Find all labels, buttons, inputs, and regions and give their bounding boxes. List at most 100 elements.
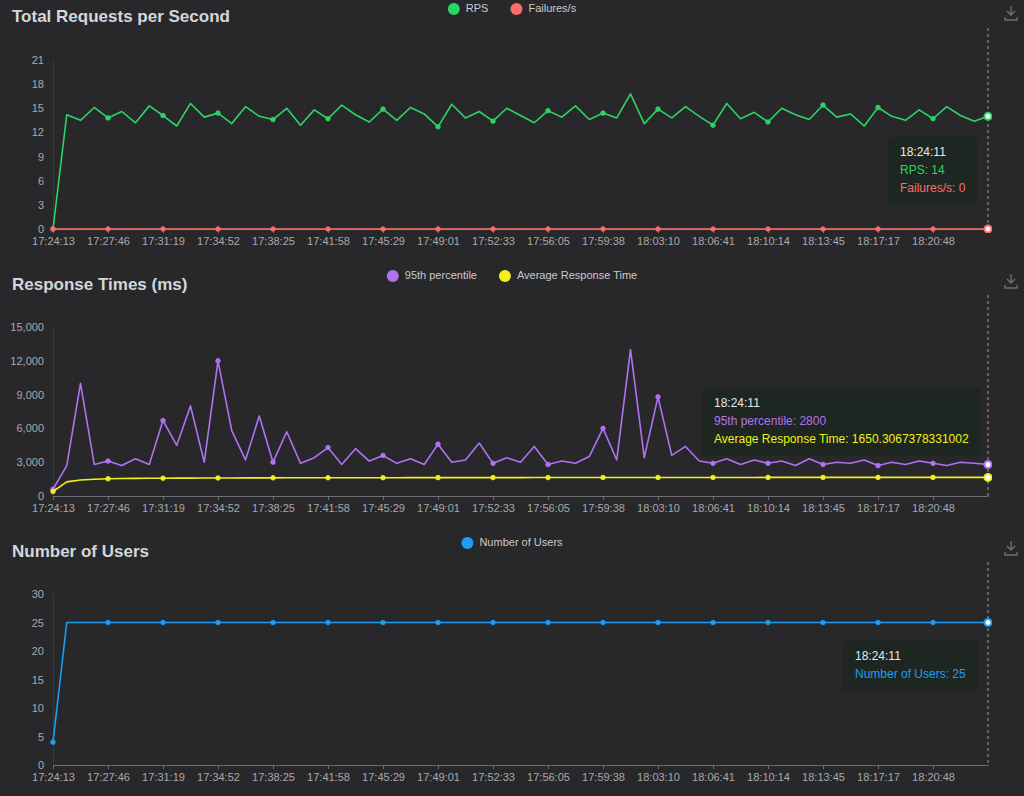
x-tick: 18:20:48 <box>912 229 955 247</box>
marker <box>766 461 771 466</box>
x-tick-mark <box>438 765 439 769</box>
x-tick: 17:59:38 <box>582 496 625 514</box>
x-tick-label: 17:52:33 <box>472 771 515 783</box>
chart-title: Total Requests per Second <box>12 7 230 26</box>
marker <box>216 111 221 116</box>
x-tick-mark <box>768 496 769 500</box>
x-tick: 17:49:01 <box>417 765 460 783</box>
x-axis-line <box>54 229 989 230</box>
x-tick-label: 18:10:14 <box>747 771 790 783</box>
marker <box>711 475 716 480</box>
x-tick: 17:41:58 <box>307 229 350 247</box>
x-tick-label: 17:49:01 <box>417 235 460 247</box>
x-tick-label: 17:31:19 <box>142 502 185 514</box>
x-tick-label: 17:45:29 <box>362 771 405 783</box>
legend-swatch <box>461 537 473 549</box>
chart-panel: Response Times (ms)03,0006,0009,00012,00… <box>10 269 1017 514</box>
download-icon[interactable] <box>1005 274 1017 288</box>
y-tick-label: 3 <box>38 199 44 211</box>
marker <box>51 227 56 232</box>
legend-item[interactable]: Number of Users <box>461 536 563 549</box>
marker <box>216 620 221 625</box>
marker <box>161 418 166 423</box>
highlight-marker <box>985 619 992 626</box>
chart-title: Number of Users <box>12 542 149 561</box>
x-tick: 17:52:33 <box>472 229 515 247</box>
x-tick-mark <box>713 765 714 769</box>
y-tick: 6,000 <box>16 422 53 434</box>
legend-item[interactable]: 95th percentile <box>387 269 477 282</box>
series-line <box>53 228 988 230</box>
x-tick-mark <box>768 765 769 769</box>
marker <box>161 620 166 625</box>
marker <box>216 227 221 232</box>
x-tick: 18:10:14 <box>747 496 790 514</box>
chart-panel: Total Requests per Second 036912151821 17:… <box>12 2 1017 247</box>
x-tick-mark <box>328 496 329 500</box>
x-tick: 18:13:45 <box>802 229 845 247</box>
y-axis: 036912151821 <box>32 54 54 235</box>
marker <box>711 620 716 625</box>
y-tick: 15 <box>32 674 53 686</box>
marker <box>491 620 496 625</box>
x-tick: 18:17:17 <box>857 496 900 514</box>
axis-pointer <box>988 562 989 765</box>
tooltip-line: Failures/s: 0 <box>900 181 966 195</box>
y-tick-label: 30 <box>32 588 44 600</box>
marker <box>271 117 276 122</box>
x-tick-label: 17:38:25 <box>252 771 295 783</box>
download-icon[interactable] <box>1005 541 1017 555</box>
tooltip-title: 18:24:11 <box>855 649 901 663</box>
highlight-marker <box>985 461 992 468</box>
x-tick: 17:49:01 <box>417 229 460 247</box>
x-tick-label: 17:56:05 <box>527 771 570 783</box>
x-tick-mark <box>108 496 109 500</box>
legend-label: Number of Users <box>479 536 563 548</box>
marker <box>876 105 881 110</box>
y-axis: 03,0006,0009,00012,00015,000 <box>10 321 53 502</box>
tooltip: 18:24:1195th percentile: 2800Average Res… <box>702 388 981 456</box>
legend-swatch <box>448 3 460 15</box>
x-tick-label: 18:03:10 <box>637 502 680 514</box>
marker <box>821 103 826 108</box>
x-tick: 17:59:38 <box>582 229 625 247</box>
tooltip-box <box>702 388 981 456</box>
marker <box>491 475 496 480</box>
download-icon[interactable] <box>1005 6 1017 20</box>
marker <box>876 463 881 468</box>
marker <box>546 462 551 467</box>
legend-item[interactable]: RPS <box>448 2 489 15</box>
x-tick: 18:03:10 <box>637 765 680 783</box>
x-tick-label: 17:56:05 <box>527 502 570 514</box>
x-tick-label: 17:38:25 <box>252 235 295 247</box>
x-tick-mark <box>53 765 54 769</box>
y-tick-label: 18 <box>32 78 44 90</box>
x-tick-label: 18:13:45 <box>802 235 845 247</box>
x-tick-label: 18:03:10 <box>637 235 680 247</box>
x-tick: 17:56:05 <box>527 229 570 247</box>
y-tick: 18 <box>32 78 53 90</box>
x-tick: 17:41:58 <box>307 765 350 783</box>
legend-item[interactable]: Failures/s <box>510 2 576 15</box>
x-tick-mark <box>438 496 439 500</box>
marker <box>271 460 276 465</box>
y-tick: 3 <box>38 199 53 211</box>
x-tick-label: 17:41:58 <box>307 235 350 247</box>
marker <box>656 620 661 625</box>
tooltip-title: 18:24:11 <box>900 145 946 159</box>
legend: Number of Users <box>461 536 563 549</box>
legend-item[interactable]: Average Response Time <box>499 269 637 282</box>
marker <box>656 227 661 232</box>
marker <box>601 111 606 116</box>
y-tick: 12,000 <box>10 355 53 367</box>
x-tick-mark <box>218 765 219 769</box>
x-tick-label: 17:59:38 <box>582 502 625 514</box>
x-tick: 18:06:41 <box>692 496 735 514</box>
x-tick-label: 17:27:46 <box>87 771 130 783</box>
x-tick: 17:34:52 <box>197 765 240 783</box>
x-tick: 17:56:05 <box>527 765 570 783</box>
marker <box>491 227 496 232</box>
x-tick: 17:34:52 <box>197 496 240 514</box>
x-tick: 18:10:14 <box>747 229 790 247</box>
x-tick-label: 17:52:33 <box>472 502 515 514</box>
